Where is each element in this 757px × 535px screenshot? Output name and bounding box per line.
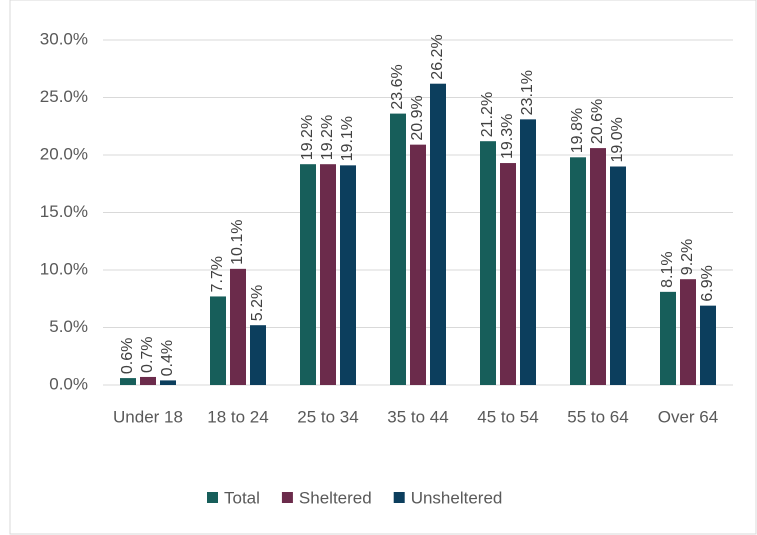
y-tick-label: 20.0% — [40, 144, 88, 163]
x-tick-label: 25 to 34 — [297, 407, 358, 426]
bar — [610, 166, 626, 385]
value-label: 9.2% — [679, 239, 696, 275]
value-label: 26.2% — [429, 34, 446, 79]
value-label: 19.8% — [569, 108, 586, 153]
bar — [590, 148, 606, 385]
legend-swatch — [207, 492, 218, 503]
bar — [680, 279, 696, 385]
value-label: 0.4% — [159, 340, 176, 376]
bar — [500, 163, 516, 385]
x-tick-label: Over 64 — [658, 407, 718, 426]
bar — [230, 268, 246, 385]
value-label: 19.0% — [609, 117, 626, 162]
value-label: 8.1% — [659, 251, 676, 287]
bar — [700, 305, 716, 385]
value-label: 7.7% — [209, 256, 226, 292]
bar — [140, 376, 156, 385]
bar — [160, 380, 176, 385]
legend-label: Sheltered — [299, 488, 372, 507]
x-tick-label: Under 18 — [113, 407, 183, 426]
value-label: 19.1% — [339, 116, 356, 161]
value-label: 23.1% — [519, 70, 536, 115]
bar — [250, 325, 266, 385]
y-tick-label: 15.0% — [40, 202, 88, 221]
value-label: 19.2% — [319, 115, 336, 160]
value-label: 0.6% — [119, 338, 136, 374]
value-label: 23.6% — [389, 64, 406, 109]
bar — [340, 165, 356, 385]
y-tick-label: 25.0% — [40, 87, 88, 106]
value-label: 0.7% — [139, 336, 156, 372]
legend-swatch — [281, 492, 293, 503]
legend-label: Unsheltered — [411, 488, 503, 507]
x-tick-label: 35 to 44 — [387, 407, 448, 426]
y-tick-label: 0.0% — [49, 374, 88, 393]
bar — [320, 164, 336, 385]
y-tick-label: 5.0% — [49, 317, 88, 336]
bar — [430, 83, 446, 385]
bar — [390, 113, 406, 385]
value-label: 20.9% — [409, 95, 426, 140]
value-label: 5.2% — [249, 285, 266, 321]
bar — [210, 296, 226, 385]
value-label: 21.2% — [479, 92, 496, 137]
value-label: 19.3% — [499, 114, 516, 159]
bar — [410, 144, 426, 385]
chart-border — [9, 0, 757, 535]
x-tick-label: 45 to 54 — [477, 407, 538, 426]
legend-label: Total — [224, 488, 260, 507]
bar — [520, 119, 536, 385]
legend-swatch — [393, 492, 405, 503]
value-label: 20.6% — [589, 99, 606, 144]
y-tick-label: 30.0% — [40, 29, 88, 48]
bar — [120, 378, 136, 385]
value-label: 6.9% — [699, 265, 716, 301]
x-tick-label: 18 to 24 — [207, 407, 268, 426]
bar — [570, 157, 586, 385]
bar — [300, 164, 316, 385]
y-tick-label: 10.0% — [40, 259, 88, 278]
value-label: 19.2% — [299, 115, 316, 160]
x-tick-label: 55 to 64 — [567, 407, 628, 426]
value-label: 10.1% — [229, 219, 246, 264]
bar — [480, 141, 496, 385]
bar — [660, 291, 676, 385]
